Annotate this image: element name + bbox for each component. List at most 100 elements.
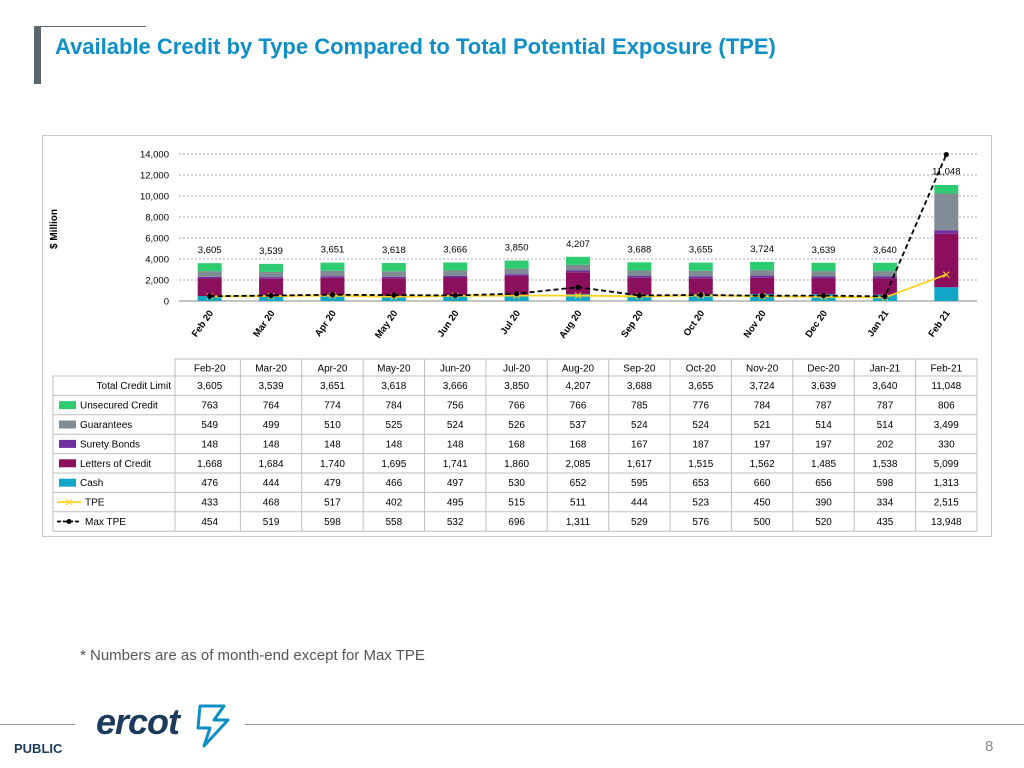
max-tpe-point <box>514 291 520 297</box>
bar-guarantees <box>566 264 590 271</box>
total-data-label: 3,651 <box>321 245 345 256</box>
table-cell: 2,085 <box>565 459 590 470</box>
table-cell: 1,740 <box>320 459 345 470</box>
table-cell: 598 <box>877 478 894 489</box>
table-column-header: Apr-20 <box>317 364 347 375</box>
table-cell: 660 <box>754 478 771 489</box>
total-data-label: 3,639 <box>812 245 836 256</box>
bar-unsecured <box>750 261 775 271</box>
table-cell: 1,860 <box>504 459 529 470</box>
bar-unsecured <box>872 262 897 272</box>
table-cell: 766 <box>570 401 587 412</box>
max-tpe-point <box>268 292 274 299</box>
y-tick-label: 2,000 <box>145 276 169 287</box>
bar-loc <box>259 278 284 297</box>
table-cell: 653 <box>692 478 709 489</box>
table-cell: 435 <box>877 517 894 528</box>
bar-guarantees <box>320 270 345 277</box>
max-tpe-point <box>329 292 336 298</box>
table-cell: 1,313 <box>934 478 959 489</box>
table-column-header: Feb-21 <box>930 364 962 375</box>
bar-surety <box>259 277 284 279</box>
bar-guarantees <box>627 270 652 277</box>
table-cell: 774 <box>324 401 341 412</box>
table-cell: 1,695 <box>381 459 406 470</box>
table-cell: 11,048 <box>931 381 961 392</box>
table-cell: 3,850 <box>504 381 529 392</box>
table-cell: 3,724 <box>750 381 775 392</box>
bar-unsecured <box>934 185 959 194</box>
table-cell: 1,311 <box>566 517 591 528</box>
table-cell: 511 <box>570 498 586 509</box>
bar-loc <box>872 278 897 295</box>
max-tpe-point <box>575 284 581 290</box>
table-cell: 1,562 <box>750 459 775 470</box>
table-cell: 524 <box>692 420 709 431</box>
table-column-header: Aug-20 <box>562 364 595 375</box>
bar-surety <box>627 276 652 278</box>
bar-unsecured <box>320 262 345 271</box>
legend-swatch-unsecured <box>59 401 76 410</box>
total-data-label: 3,850 <box>505 243 529 254</box>
table-column-header: Feb-20 <box>194 364 226 375</box>
bar-loc <box>811 278 836 295</box>
bar-guarantees <box>934 193 959 231</box>
table-cell: 524 <box>631 420 648 431</box>
table-cell: 756 <box>447 401 464 412</box>
max-tpe-point <box>391 292 397 298</box>
bar-loc <box>443 277 468 296</box>
total-data-label: 4,207 <box>566 239 590 250</box>
bar-loc <box>688 278 713 295</box>
total-data-label: 3,605 <box>198 245 222 256</box>
bar-guarantees <box>750 270 775 276</box>
y-tick-label: 8,000 <box>145 213 169 224</box>
table-cell: 202 <box>877 439 894 450</box>
total-data-label: 3,655 <box>689 245 713 256</box>
table-cell: 530 <box>508 478 525 489</box>
total-data-label: 3,539 <box>259 246 283 257</box>
table-cell: 495 <box>447 498 464 509</box>
table-cell: 499 <box>263 420 280 431</box>
max-tpe-point <box>207 293 213 299</box>
bar-guarantees <box>504 268 529 275</box>
y-tick-label: 12,000 <box>140 171 169 182</box>
table-cell: 1,684 <box>259 459 284 470</box>
table-column-header: Jun-20 <box>440 364 471 375</box>
bar-unsecured <box>688 262 713 271</box>
public-label: PUBLIC <box>14 741 63 756</box>
table-cell: 3,618 <box>381 381 406 392</box>
y-tick-label: 4,000 <box>145 255 169 266</box>
table-cell: 433 <box>201 498 218 509</box>
table-row-label: Surety Bonds <box>80 439 140 450</box>
table-cell: 514 <box>877 420 894 431</box>
table-row-label: Guarantees <box>80 420 132 431</box>
legend-swatch-surety <box>59 439 76 448</box>
total-data-label: 3,688 <box>627 244 651 255</box>
bar-loc <box>381 278 406 297</box>
table-cell: 1,617 <box>627 459 652 470</box>
table-cell: 148 <box>386 439 403 450</box>
bar-loc <box>197 278 222 297</box>
max-tpe-point <box>759 293 765 299</box>
bar-surety <box>320 276 345 278</box>
table-cell: 3,605 <box>197 381 222 392</box>
table-cell: 3,655 <box>688 381 713 392</box>
page-number: 8 <box>985 738 994 755</box>
table-cell: 787 <box>877 401 894 412</box>
bar-surety <box>504 274 529 276</box>
table-cell: 148 <box>263 439 280 450</box>
table-row-label: Total Credit Limit <box>97 381 172 392</box>
table-cell: 168 <box>508 439 525 450</box>
bar-cash <box>320 295 345 301</box>
table-cell: 1,741 <box>443 459 468 470</box>
tpe-point <box>574 292 582 299</box>
table-row-label: Unsecured Credit <box>80 401 158 412</box>
table-cell: 468 <box>263 498 280 509</box>
table-cell: 3,639 <box>811 381 836 392</box>
table-cell: 1,515 <box>688 459 713 470</box>
x-tick-label: Oct 20 <box>682 308 708 338</box>
table-cell: 537 <box>570 420 587 431</box>
x-tick-label: Feb 20 <box>190 308 216 339</box>
bar-unsecured <box>259 263 284 272</box>
max-tpe-point <box>636 292 642 299</box>
